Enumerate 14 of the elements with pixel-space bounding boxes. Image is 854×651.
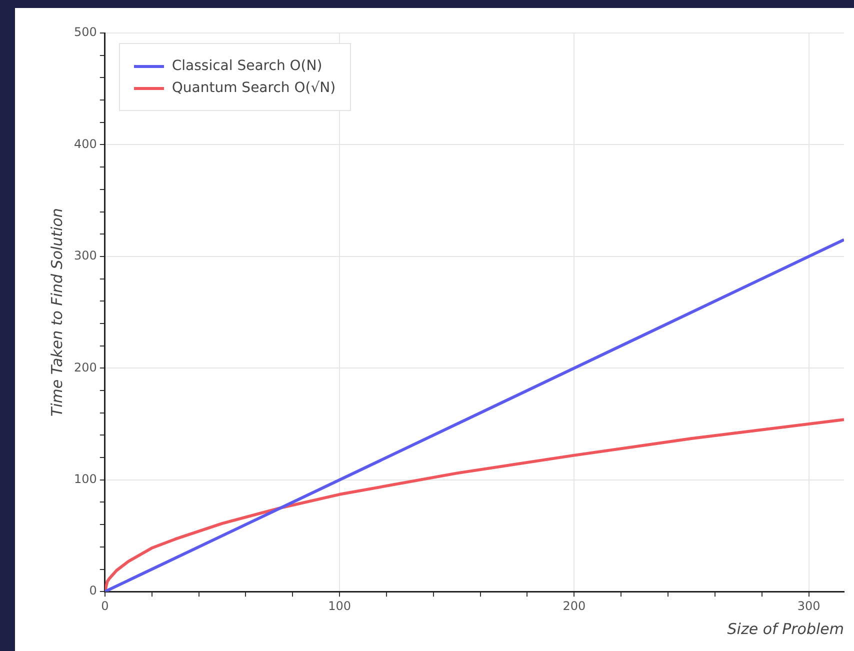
y-axis-title: Time Taken to Find Solution: [48, 208, 66, 417]
x-axis-title: Size of Problem: [727, 620, 844, 638]
legend-label: Classical Search O(N): [172, 58, 322, 74]
y-tick-label: 100: [74, 472, 97, 486]
x-tick-label: 300: [797, 598, 820, 613]
y-tick-label: 200: [74, 360, 97, 374]
x-tick-label: 0: [101, 598, 109, 613]
legend-label: Quantum Search O(√N): [172, 80, 336, 96]
y-tick-label: 300: [74, 248, 97, 263]
y-tick-label: 400: [74, 136, 97, 151]
y-tick-label: 0: [89, 584, 97, 598]
x-tick-label: 100: [328, 598, 351, 613]
x-tick-label: 200: [562, 598, 586, 613]
y-tick-label: 500: [74, 25, 97, 40]
